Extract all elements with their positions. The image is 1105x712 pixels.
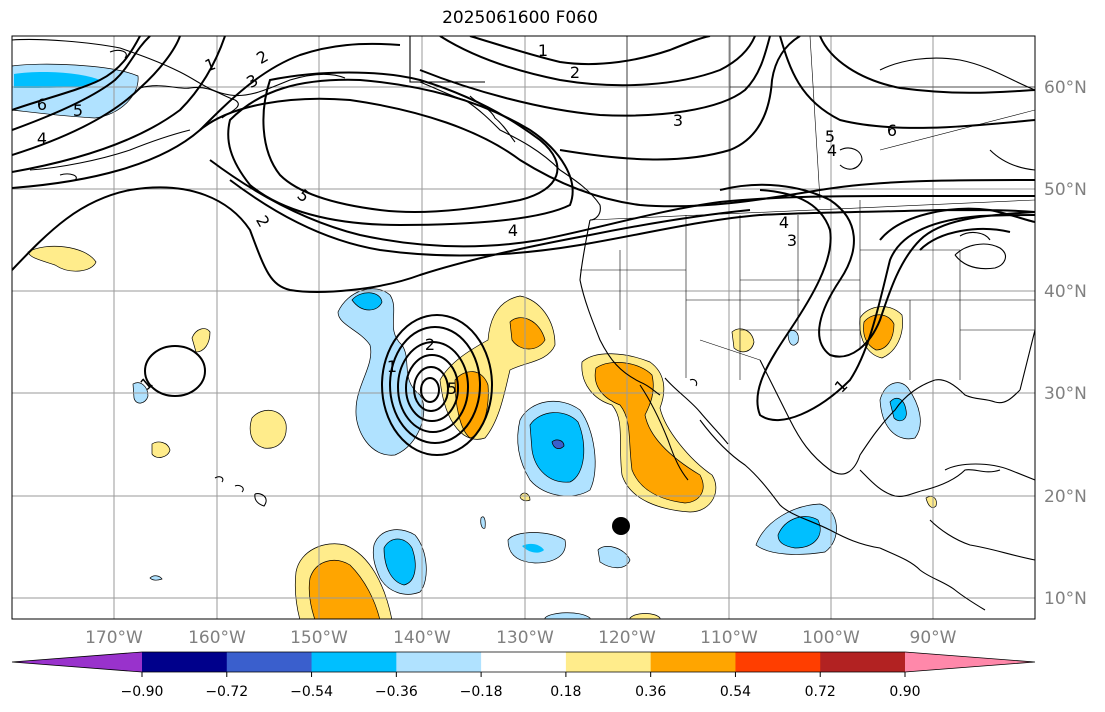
contour-label: 6 — [37, 95, 47, 114]
contour-label: 2 — [425, 335, 435, 354]
colorbar-segment — [396, 652, 482, 672]
shade-cyan-nw — [14, 72, 100, 88]
coastlines — [12, 36, 1035, 611]
colorbar-tick-label: −0.36 — [375, 684, 418, 700]
map-area: 1 2 3 6 5 4 1 2 3 5 6 4 2 5 4 4 3 1 2 1 … — [12, 36, 1035, 619]
contour-label: 4 — [37, 129, 47, 148]
colorbar-segment — [565, 652, 652, 672]
contour-label: 1 — [387, 357, 397, 376]
colorbar-segment — [481, 652, 567, 672]
shade-yellow-carib — [925, 496, 937, 508]
contour-label: 4 — [779, 213, 789, 232]
contour-label: 5 — [447, 379, 457, 398]
shade-blue-south3 — [597, 546, 631, 569]
colorbar-segment — [650, 652, 736, 672]
lon-label: 140°W — [393, 628, 451, 648]
lat-label: 50°N — [1044, 180, 1087, 200]
colorbar-tick-label: 0.72 — [805, 684, 836, 700]
lon-label: 160°W — [188, 628, 246, 648]
colorbar-extend-high — [905, 652, 1035, 672]
lon-label: 90°W — [910, 628, 957, 648]
shade-blue-tiny3 — [149, 575, 163, 581]
lon-label: 130°W — [496, 628, 554, 648]
shade-cyan-south2 — [522, 543, 544, 553]
colorbar-segment — [142, 652, 228, 672]
shade-yellow-w2 — [191, 328, 211, 353]
shade-orange-cyclone1 — [509, 317, 546, 350]
lat-label: 20°N — [1044, 487, 1087, 507]
shade-blue-dark-center — [551, 439, 565, 449]
shade-yellow-w5 — [249, 410, 287, 449]
shade-cyan-cyclone — [351, 292, 383, 311]
longitude-labels: 170°W 160°W 150°W 140°W 130°W 120°W 110°… — [85, 628, 957, 648]
contour-label: 2 — [570, 63, 580, 82]
lon-label: 120°W — [598, 628, 656, 648]
shade-blue-tx — [787, 330, 799, 346]
lon-label: 100°W — [802, 628, 860, 648]
lat-label: 10°N — [1044, 589, 1087, 609]
colorbar-tick-label: −0.90 — [121, 684, 164, 700]
colorbar: −0.90 −0.72 −0.54 −0.36 −0.18 0.18 0.36 0.54 0.7… — [11, 651, 1036, 700]
colorbar-extend-low — [12, 652, 142, 672]
contour-label: 3 — [673, 111, 683, 130]
shade-orange-baja — [594, 362, 704, 504]
shade-yellow-w1 — [27, 246, 97, 272]
latitude-labels: 60°N 50°N 40°N 30°N 20°N 10°N — [1044, 78, 1087, 609]
shade-yellow-w4 — [151, 441, 171, 458]
colorbar-segment — [735, 652, 821, 672]
contour-lines — [12, 36, 1035, 456]
shade-orange-gulf — [863, 314, 895, 351]
map-frame — [11, 35, 1036, 620]
lon-label: 150°W — [290, 628, 348, 648]
shade-blue-tiny1 — [480, 516, 486, 529]
colorbar-tick-label: 0.18 — [550, 684, 581, 700]
shade-blue-south4 — [544, 612, 591, 619]
map-title: 2025061600 F060 — [442, 8, 598, 28]
colorbar-tick-label: 0.90 — [889, 684, 920, 700]
colorbar-segment — [311, 652, 397, 672]
colorbar-tick-label: −0.72 — [205, 684, 248, 700]
shade-cyan-mex — [777, 516, 821, 549]
contour-label: 5 — [73, 101, 83, 120]
colorbar-segment — [820, 652, 906, 672]
contour-label: 5 — [825, 127, 835, 146]
colorbar-tick-label: −0.54 — [290, 684, 333, 700]
colorbar-segment — [226, 652, 313, 672]
contour-label: 4 — [827, 141, 837, 160]
colorbar-tick-label: −0.18 — [460, 684, 503, 700]
contour-label: 3 — [787, 231, 797, 250]
political-borders — [580, 36, 1035, 380]
contour-label: 1 — [538, 41, 548, 60]
shade-orange-south — [308, 560, 381, 619]
shade-cyan-gom — [889, 397, 907, 422]
lon-label: 170°W — [85, 628, 143, 648]
contour-label: 6 — [887, 121, 897, 140]
lon-label: 110°W — [700, 628, 758, 648]
lat-label: 40°N — [1044, 282, 1087, 302]
lat-label: 60°N — [1044, 78, 1087, 98]
contour-label: 4 — [508, 221, 518, 240]
lat-label: 30°N — [1044, 384, 1087, 404]
shade-cyan-south1 — [383, 538, 416, 586]
storm-marker — [612, 517, 630, 535]
colorbar-tick-label: 0.36 — [635, 684, 666, 700]
shade-yellow-south5 — [629, 613, 661, 619]
colorbar-tick-label: 0.54 — [720, 684, 751, 700]
